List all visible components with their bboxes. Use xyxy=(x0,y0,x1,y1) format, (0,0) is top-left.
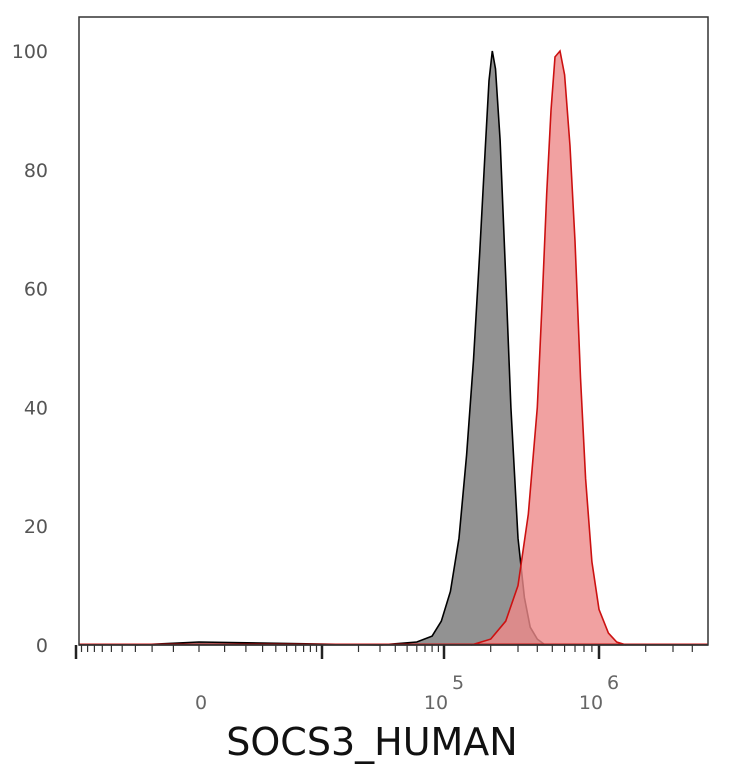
series-layer xyxy=(79,49,708,646)
y-tick-label-100: 100 xyxy=(12,41,48,63)
series-1-area xyxy=(135,51,546,645)
x-tick-label: 106 xyxy=(579,672,619,714)
y-tick-label-40: 40 xyxy=(24,397,48,419)
x-axis: 0 105 106 xyxy=(74,644,708,714)
y-tick-label-80: 80 xyxy=(24,160,48,182)
x-axis-label: SOCS3_HUMAN xyxy=(226,720,517,764)
series-1-line xyxy=(135,50,546,646)
plot-frame xyxy=(78,16,709,646)
x-tick-label: 0 xyxy=(195,692,207,714)
y-axis: 0 20 40 60 80 100 xyxy=(12,41,48,657)
y-tick-label-0: 0 xyxy=(36,635,48,657)
y-tick-label-20: 20 xyxy=(24,516,48,538)
y-tick-label-60: 60 xyxy=(24,279,48,301)
series-2-line xyxy=(471,49,627,646)
series-2-area xyxy=(471,51,627,645)
x-tick-label: 105 xyxy=(424,672,464,714)
